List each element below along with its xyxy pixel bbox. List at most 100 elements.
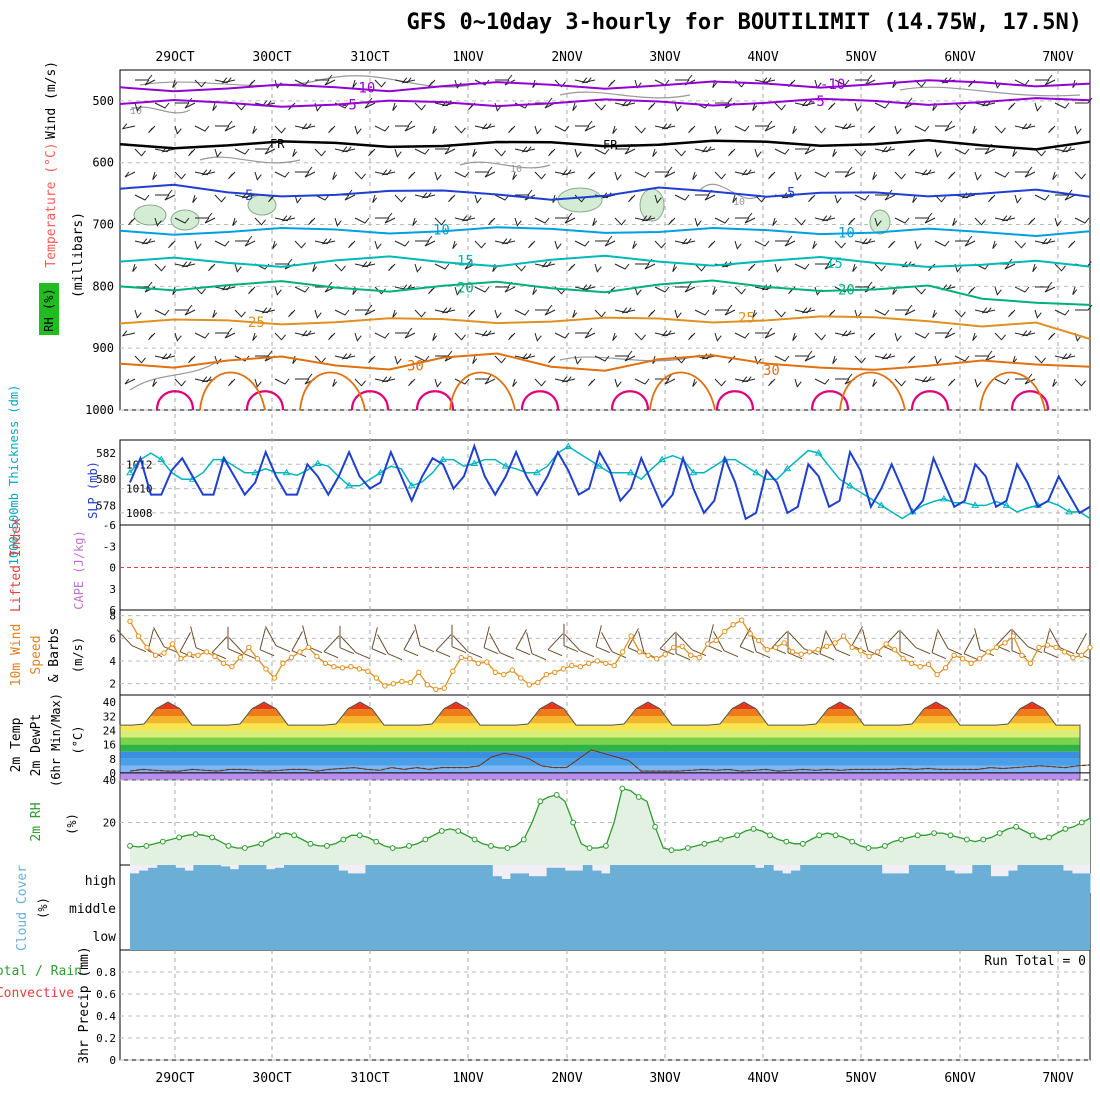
wind10-point [569, 662, 575, 669]
wind-barb [274, 215, 292, 222]
cloud-high-bar [392, 865, 403, 893]
wind-barb [972, 125, 978, 135]
wind10-point [883, 641, 889, 647]
wind10-point [1087, 644, 1093, 651]
wind-barb [134, 309, 142, 319]
contour-label: 5 [787, 185, 795, 201]
warm-contour [449, 371, 516, 411]
wind-barb [472, 355, 478, 365]
wind-barb [688, 332, 696, 341]
wind-barb [488, 217, 496, 226]
wind10-point [705, 641, 711, 647]
cloud-high-bar [899, 873, 910, 893]
wind-barb [274, 286, 282, 296]
wind-barb [401, 77, 416, 84]
wind-barb [675, 281, 693, 288]
rh-point [274, 832, 281, 839]
wind-barb [403, 630, 419, 657]
wind-barb [801, 100, 816, 107]
wind-barb [894, 125, 902, 135]
wind-barb [354, 332, 362, 342]
contour-label: -5 [340, 98, 357, 114]
wind-barb [174, 378, 186, 387]
wind-barb [894, 217, 910, 224]
wind-barb [452, 240, 458, 250]
wind-barb [944, 332, 956, 339]
wind-barb [814, 378, 830, 385]
wind-barb [371, 627, 387, 656]
wind-barb [954, 148, 970, 155]
cloud-high-bar [610, 865, 620, 893]
wind-barb [475, 373, 493, 380]
wind-barb [274, 378, 290, 385]
bottom-date-label: 4NOV [747, 1071, 778, 1086]
wind-barb [404, 332, 416, 339]
wind-barb [188, 355, 196, 364]
wind-barb [494, 355, 506, 364]
rh-point [849, 838, 855, 845]
bottom-date-label: 5NOV [845, 1071, 876, 1086]
wind-barb [134, 148, 146, 157]
wind-barb [732, 194, 738, 204]
wind-barb [688, 125, 696, 134]
wind-barb [464, 263, 476, 270]
rh-region [133, 204, 167, 226]
thickness-point [282, 468, 291, 476]
cloud-high-bar [845, 865, 856, 893]
li-tick-label: -3 [103, 540, 116, 553]
wind-barb [614, 217, 626, 226]
rh-point [143, 843, 150, 849]
rh-contour-label: 10 [733, 197, 745, 208]
cloud-high-bar [836, 865, 846, 893]
precip-tick-label: 0 [109, 1054, 116, 1067]
cloud-high-bar [890, 873, 901, 893]
wind10-point [1044, 642, 1051, 648]
rh-point [717, 836, 724, 843]
bottom-date-label: 6NOV [944, 1071, 975, 1086]
rh-point [816, 832, 823, 839]
wind-barb [1044, 286, 1056, 293]
wind10-point [450, 668, 456, 674]
rh-point [570, 819, 576, 826]
wind-barb [574, 77, 592, 84]
cloud-high-bar [990, 876, 1000, 893]
wind-barb [1041, 238, 1056, 245]
wind-barb [172, 79, 178, 89]
wind-barb [932, 309, 938, 319]
pressure-tick-label: 600 [92, 156, 114, 170]
wind10-point [891, 647, 898, 653]
wind-barb [1032, 263, 1038, 273]
wind-barb [594, 102, 606, 111]
rh-point [1013, 823, 1020, 830]
wind-barb [872, 378, 878, 388]
side-label-cape: CAPE (J/kg) [72, 530, 86, 609]
wind-barb [328, 332, 336, 341]
cloud-high-bar [284, 865, 294, 893]
wind10-point [1070, 654, 1076, 661]
rh-point [799, 840, 806, 847]
wind-barb [768, 378, 776, 387]
temperature-band [120, 716, 1080, 724]
cloud-high-bar [211, 865, 222, 893]
wind-barb [508, 332, 516, 341]
wind-barb [355, 304, 373, 311]
wind-barb [161, 353, 176, 360]
wind-barb [592, 217, 598, 227]
warm-contour [155, 390, 195, 411]
wind-barb [1064, 194, 1076, 201]
wind-barb [314, 194, 330, 201]
wind-barb [752, 102, 758, 112]
wind10-point [237, 654, 244, 661]
wind-barb [434, 171, 442, 181]
wind-barb [1054, 263, 1066, 272]
contour-label: 25 [738, 310, 755, 326]
wind-barb [148, 125, 156, 134]
wind-barb [294, 240, 306, 249]
wind-barb [881, 146, 896, 153]
wind-barb [412, 217, 418, 227]
wind-barb [835, 166, 853, 173]
wind-barb [674, 194, 690, 201]
wind-barb [632, 240, 638, 250]
wind-barb [1008, 309, 1016, 318]
